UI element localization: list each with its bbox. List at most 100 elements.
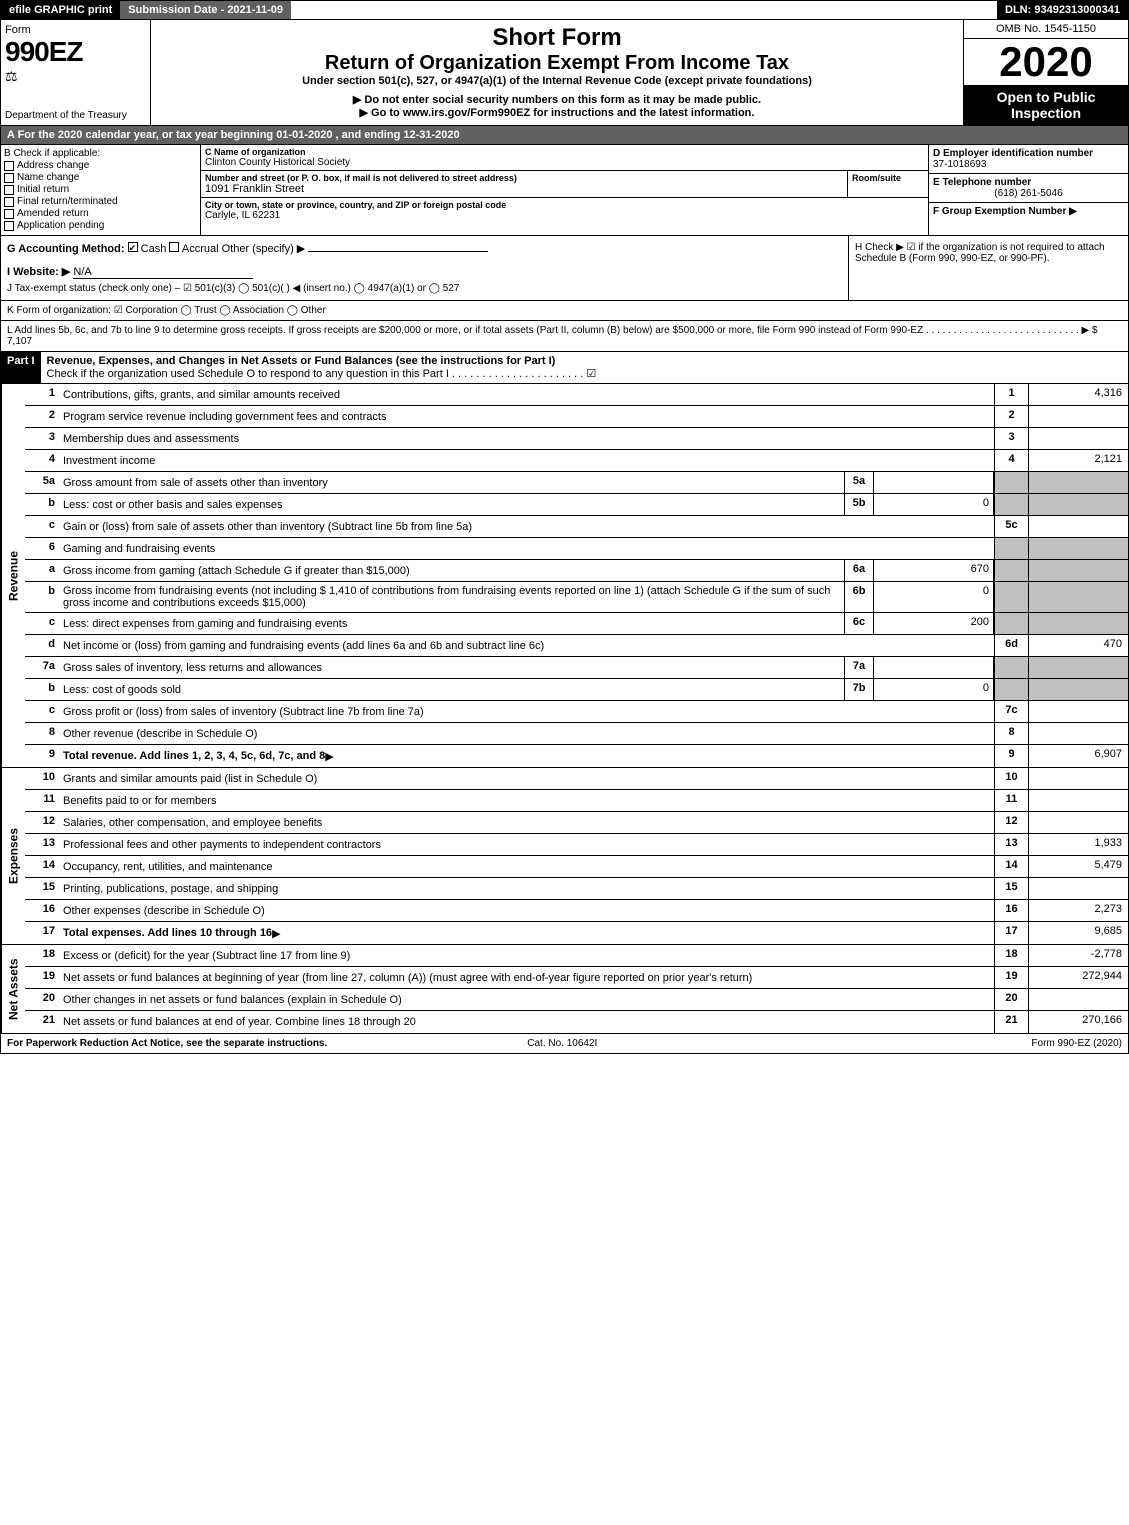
line-14-text: Occupancy, rent, utilities, and maintena… bbox=[63, 861, 273, 873]
line-21-val: 270,166 bbox=[1028, 1011, 1128, 1033]
f-row: F Group Exemption Number ▶ bbox=[929, 203, 1128, 235]
org-street: 1091 Franklin Street bbox=[205, 183, 843, 195]
chk-cash[interactable] bbox=[128, 242, 138, 252]
line-7c-val bbox=[1028, 701, 1128, 722]
gh-left: G Accounting Method: Cash Accrual Other … bbox=[1, 236, 848, 300]
c-street-label: Number and street (or P. O. box, if mail… bbox=[205, 173, 843, 183]
line-20-text: Other changes in net assets or fund bala… bbox=[63, 994, 402, 1006]
tax-year: 2020 bbox=[964, 39, 1128, 85]
line-g: G Accounting Method: Cash Accrual Other … bbox=[7, 242, 842, 255]
chk-label: Address change bbox=[17, 160, 89, 171]
line-i: I Website: ▶ N/A bbox=[7, 265, 842, 279]
telephone: (618) 261-5046 bbox=[933, 188, 1124, 199]
line-6b-text: Gross income from fundraising events (no… bbox=[63, 585, 840, 609]
line-4-val: 2,121 bbox=[1028, 450, 1128, 471]
line-5a-text: Gross amount from sale of assets other t… bbox=[63, 477, 328, 489]
line-1-text: Contributions, gifts, grants, and simila… bbox=[63, 389, 340, 401]
treasury-icon: ⚖ bbox=[5, 68, 146, 85]
line-2-val bbox=[1028, 406, 1128, 427]
line-14-val: 5,479 bbox=[1028, 856, 1128, 877]
footer-left: For Paperwork Reduction Act Notice, see … bbox=[7, 1038, 327, 1049]
expenses-section: Expenses 10Grants and similar amounts pa… bbox=[0, 768, 1129, 945]
short-form-title: Short Form bbox=[161, 24, 953, 52]
gh-right: H Check ▶ ☑ if the organization is not r… bbox=[848, 236, 1128, 300]
goto-link[interactable]: ▶ Go to www.irs.gov/Form990EZ for instru… bbox=[161, 106, 953, 119]
line-17-val: 9,685 bbox=[1028, 922, 1128, 944]
part1-desc: Revenue, Expenses, and Changes in Net As… bbox=[41, 352, 1128, 383]
line-15-val bbox=[1028, 878, 1128, 899]
line-5b-text: Less: cost or other basis and sales expe… bbox=[63, 499, 283, 511]
line-2-text: Program service revenue including govern… bbox=[63, 411, 386, 423]
line-18-text: Excess or (deficit) for the year (Subtra… bbox=[63, 950, 350, 962]
return-title: Return of Organization Exempt From Incom… bbox=[161, 52, 953, 75]
line-7c-text: Gross profit or (loss) from sales of inv… bbox=[63, 706, 424, 718]
room-suite: Room/suite bbox=[848, 171, 928, 197]
revenue-lines: 1Contributions, gifts, grants, and simil… bbox=[25, 384, 1128, 767]
chk-amended-return[interactable]: Amended return bbox=[4, 208, 197, 219]
open-public: Open to Public Inspection bbox=[964, 85, 1128, 125]
top-bar: efile GRAPHIC print Submission Date - 20… bbox=[0, 0, 1129, 20]
section-bc: B Check if applicable: Address change Na… bbox=[0, 145, 1129, 236]
c-city-row: City or town, state or province, country… bbox=[201, 198, 928, 223]
line-j: J Tax-exempt status (check only one) – ☑… bbox=[7, 283, 842, 294]
line-15-text: Printing, publications, postage, and shi… bbox=[63, 883, 278, 895]
chk-address-change[interactable]: Address change bbox=[4, 160, 197, 171]
line-21-text: Net assets or fund balances at end of ye… bbox=[63, 1016, 416, 1028]
line-19-text: Net assets or fund balances at beginning… bbox=[63, 972, 752, 984]
line-6b-mid: 0 bbox=[874, 582, 994, 612]
line-7a-mid bbox=[874, 657, 994, 678]
chk-label: Application pending bbox=[17, 220, 104, 231]
line-6d-val: 470 bbox=[1028, 635, 1128, 656]
line-5c-val bbox=[1028, 516, 1128, 537]
line-3-text: Membership dues and assessments bbox=[63, 433, 239, 445]
under-section: Under section 501(c), 527, or 4947(a)(1)… bbox=[161, 75, 953, 87]
section-b: B Check if applicable: Address change Na… bbox=[1, 145, 201, 235]
g-accrual: Accrual bbox=[182, 243, 219, 255]
g-other-input[interactable] bbox=[308, 251, 488, 252]
line-19-val: 272,944 bbox=[1028, 967, 1128, 988]
line-11-val bbox=[1028, 790, 1128, 811]
net-assets-lines: 18Excess or (deficit) for the year (Subt… bbox=[25, 945, 1128, 1033]
chk-final-return[interactable]: Final return/terminated bbox=[4, 196, 197, 207]
part1-check: Check if the organization used Schedule … bbox=[47, 368, 597, 380]
chk-accrual[interactable] bbox=[169, 242, 179, 252]
dln: DLN: 93492313000341 bbox=[997, 1, 1128, 19]
line-8-text: Other revenue (describe in Schedule O) bbox=[63, 728, 257, 740]
form-label: Form bbox=[5, 24, 146, 36]
section-def: D Employer identification number 37-1018… bbox=[928, 145, 1128, 235]
department: Department of the Treasury bbox=[5, 110, 146, 121]
d-label: D Employer identification number bbox=[933, 148, 1124, 159]
efile-print-label[interactable]: efile GRAPHIC print bbox=[1, 1, 120, 19]
c-name-label: C Name of organization bbox=[205, 147, 924, 157]
line-7b-text: Less: cost of goods sold bbox=[63, 684, 181, 696]
line-1-val: 4,316 bbox=[1028, 384, 1128, 405]
header-left: Form 990EZ ⚖ Department of the Treasury bbox=[1, 20, 151, 125]
submission-date: Submission Date - 2021-11-09 bbox=[120, 1, 291, 19]
chk-application-pending[interactable]: Application pending bbox=[4, 220, 197, 231]
line-10-val bbox=[1028, 768, 1128, 789]
footer-cat: Cat. No. 10642I bbox=[527, 1038, 597, 1049]
i-label: I Website: ▶ bbox=[7, 266, 70, 278]
net-assets-label: Net Assets bbox=[1, 945, 25, 1033]
e-row: E Telephone number (618) 261-5046 bbox=[929, 174, 1128, 203]
expenses-label: Expenses bbox=[1, 768, 25, 944]
revenue-section: Revenue 1Contributions, gifts, grants, a… bbox=[0, 384, 1129, 768]
chk-label: Initial return bbox=[17, 184, 69, 195]
part1-desc-text: Revenue, Expenses, and Changes in Net As… bbox=[47, 355, 556, 367]
org-city: Carlyle, IL 62231 bbox=[205, 210, 924, 221]
f-label: F Group Exemption Number ▶ bbox=[933, 206, 1124, 217]
chk-initial-return[interactable]: Initial return bbox=[4, 184, 197, 195]
header-mid: Short Form Return of Organization Exempt… bbox=[151, 20, 963, 125]
footer: For Paperwork Reduction Act Notice, see … bbox=[0, 1034, 1129, 1054]
g-label: G Accounting Method: bbox=[7, 243, 125, 255]
chk-label: Amended return bbox=[17, 208, 89, 219]
chk-name-change[interactable]: Name change bbox=[4, 172, 197, 183]
org-name: Clinton County Historical Society bbox=[205, 157, 924, 168]
line-17-text: Total expenses. Add lines 10 through 16 bbox=[63, 927, 272, 939]
line-12-val bbox=[1028, 812, 1128, 833]
line-5c-text: Gain or (loss) from sale of assets other… bbox=[63, 521, 472, 533]
revenue-label: Revenue bbox=[1, 384, 25, 767]
section-gh: G Accounting Method: Cash Accrual Other … bbox=[0, 236, 1129, 301]
line-3-val bbox=[1028, 428, 1128, 449]
header-right: OMB No. 1545-1150 2020 Open to Public In… bbox=[963, 20, 1128, 125]
